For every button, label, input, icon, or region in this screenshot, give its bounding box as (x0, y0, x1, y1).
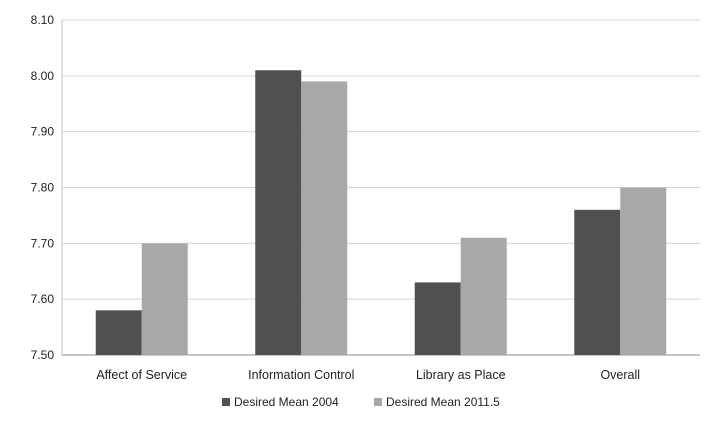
legend-swatch (222, 398, 230, 406)
bar-0-3 (574, 209, 621, 355)
y-tick-label: 8.10 (31, 13, 55, 27)
legend: Desired Mean 2004 Desired Mean 2011.5 (222, 395, 500, 409)
bar-0-2 (414, 282, 461, 355)
bar-0-0 (95, 310, 142, 355)
legend-label: Desired Mean 2004 (234, 395, 339, 409)
bar-1-0 (141, 243, 188, 355)
x-category-label: Library as Place (416, 368, 506, 382)
x-category-label: Overall (600, 368, 640, 382)
legend-swatch (374, 398, 382, 406)
bar-1-1 (301, 81, 348, 356)
y-tick-label: 7.90 (31, 125, 55, 139)
bar-1-2 (460, 237, 507, 355)
y-tick-label: 7.60 (31, 292, 55, 306)
bar-0-1 (255, 70, 302, 355)
y-tick-label: 7.70 (31, 236, 55, 250)
x-category-label: Information Control (248, 368, 354, 382)
category-labels: Affect of Service Information Control Libr… (96, 368, 640, 382)
bars (95, 70, 667, 356)
y-tick-label: 7.50 (31, 348, 55, 362)
legend-label: Desired Mean 2011.5 (386, 395, 500, 409)
bar-1-3 (620, 187, 667, 355)
x-category-label: Affect of Service (96, 368, 187, 382)
y-tick-label: 7.80 (31, 181, 55, 195)
y-axis-ticks: 7.50 7.60 7.70 7.80 7.90 8.00 8.10 (31, 13, 55, 362)
y-tick-label: 8.00 (31, 69, 55, 83)
